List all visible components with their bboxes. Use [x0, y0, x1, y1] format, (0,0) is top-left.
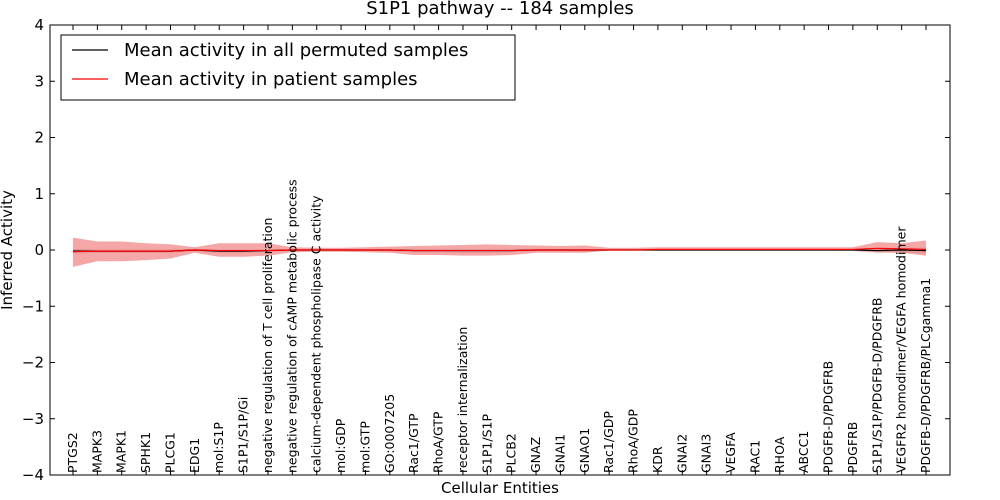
category-label: RAC1 — [747, 440, 762, 473]
plot-frame — [49, 24, 951, 476]
legend-label-permuted: Mean activity in all permuted samples — [124, 40, 468, 61]
y-tick-label: 2 — [34, 129, 44, 147]
legend: Mean activity in all permuted samples Me… — [60, 34, 516, 101]
y-tick-label: −1 — [22, 297, 44, 315]
activity-bands — [73, 237, 926, 267]
patient-mean-line — [72, 247, 927, 253]
category-labels: PTGS2 MAPK3 MAPK1 SPHK1 PLCG1 EDG1 mol:S1P S1P1… — [65, 179, 933, 473]
category-label: RhoA/GDP — [626, 409, 641, 473]
category-label: GNAI1 — [552, 434, 567, 473]
category-label: GO:0007205 — [382, 394, 397, 473]
category-label: RHOA — [772, 436, 787, 473]
category-label: EDG1 — [187, 438, 202, 473]
category-label: GNAO1 — [577, 428, 592, 473]
category-label: mol:GTP — [357, 421, 372, 473]
legend-label-patient: Mean activity in patient samples — [124, 69, 418, 90]
category-label: negative regulation of T cell proliferat… — [260, 218, 275, 473]
category-label: PLCB2 — [504, 433, 519, 473]
category-label: MAPK3 — [89, 430, 104, 473]
chart-title: S1P1 pathway -- 184 samples — [366, 0, 634, 19]
category-label: S1P1/S1P/Gi — [236, 397, 251, 473]
y-tick-label: −4 — [22, 466, 44, 484]
category-label: PDGFB-D/PDGFRB — [821, 361, 836, 473]
category-label: KDR — [650, 446, 665, 473]
category-label: negative regulation of cAMP metabolic pr… — [284, 179, 299, 473]
x-axis-ticks — [72, 25, 927, 475]
category-label: PDGFB-D/PDGFRB/PLCgamma1 — [918, 278, 933, 473]
category-label: SPHK1 — [138, 432, 153, 473]
category-label: GNAZ — [528, 437, 543, 473]
y-tick-label: 4 — [34, 16, 44, 34]
category-label: receptor internalization — [455, 327, 470, 473]
series-lines — [72, 247, 927, 253]
category-label: MAPK1 — [114, 430, 129, 473]
category-label: mol:S1P — [211, 422, 226, 473]
category-label: PLCG1 — [162, 432, 177, 473]
category-label: PDGFRB — [845, 422, 860, 473]
category-label: S1P1/S1P — [479, 414, 494, 473]
category-label: ABCC1 — [796, 431, 811, 473]
y-tick-label: −2 — [22, 354, 44, 372]
category-label: GNAI3 — [699, 434, 714, 473]
y-axis-ticks: −4 −3 −2 −1 0 1 2 3 4 — [22, 16, 950, 484]
x-axis-label: Cellular Entities — [441, 479, 559, 497]
category-label: Rac1/GTP — [406, 413, 421, 473]
patient-band — [73, 237, 926, 267]
y-tick-label: 1 — [34, 185, 44, 203]
category-label: PTGS2 — [65, 432, 80, 473]
y-tick-label: 0 — [34, 241, 44, 259]
category-label: Rac1/GDP — [601, 411, 616, 473]
category-label: calcium-dependent phospholipase C activi… — [309, 195, 324, 473]
category-label: VEGFR2 homodimer/VEGFA homodimer — [894, 226, 909, 473]
category-label: S1P1/S1P/PDGFB-D/PDGFRB — [869, 298, 884, 473]
category-label: RhoA/GTP — [431, 411, 446, 473]
y-axis-label: Inferred Activity — [0, 190, 16, 310]
y-tick-label: −3 — [22, 410, 44, 428]
y-tick-label: 3 — [34, 72, 44, 90]
category-label: GNAI2 — [674, 434, 689, 473]
category-label: mol:GDP — [333, 418, 348, 473]
category-label: VEGFA — [723, 432, 738, 473]
legend-box — [60, 34, 516, 101]
